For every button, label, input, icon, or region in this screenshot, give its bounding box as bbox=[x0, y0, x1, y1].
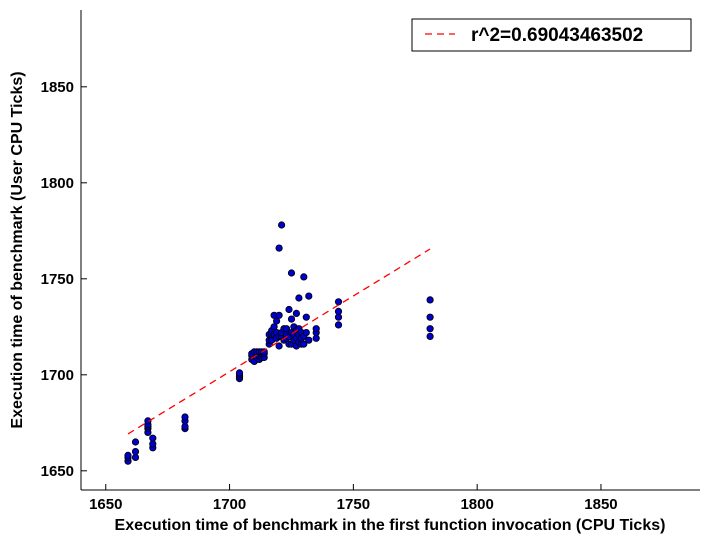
legend-box bbox=[411, 18, 692, 52]
y-tick-label: 1700 bbox=[41, 367, 74, 384]
data-point bbox=[275, 244, 283, 252]
data-point bbox=[131, 438, 140, 446]
x-tick-label: 1800 bbox=[460, 496, 493, 513]
data-point bbox=[287, 269, 296, 277]
data-point bbox=[302, 313, 310, 321]
data-point bbox=[275, 342, 283, 350]
x-tick-label: 1700 bbox=[213, 496, 246, 513]
data-point bbox=[149, 434, 157, 442]
x-tick-label: 1850 bbox=[584, 496, 617, 513]
data-point bbox=[334, 307, 343, 315]
data-point bbox=[292, 309, 300, 317]
data-point bbox=[300, 273, 308, 281]
data-point bbox=[426, 325, 434, 333]
data-point bbox=[305, 292, 313, 300]
data-point bbox=[334, 298, 343, 306]
legend-fit-line-label: r^2=0.69043463502 bbox=[471, 25, 643, 46]
data-point bbox=[124, 451, 132, 459]
data-point bbox=[144, 417, 152, 425]
data-point bbox=[312, 325, 320, 333]
data-point bbox=[277, 221, 286, 229]
data-point bbox=[235, 369, 244, 377]
data-points bbox=[124, 221, 434, 465]
y-tick-label: 1800 bbox=[41, 175, 74, 192]
data-point bbox=[181, 413, 189, 421]
regression-fit-line bbox=[127, 248, 431, 435]
axes bbox=[80, 10, 700, 491]
data-point bbox=[275, 311, 283, 319]
data-point bbox=[334, 321, 343, 329]
data-point bbox=[282, 325, 291, 333]
y-ticks: 1650 1700 1750 1800 1850 bbox=[41, 79, 87, 480]
x-tick-label: 1650 bbox=[89, 496, 122, 513]
data-point bbox=[302, 328, 310, 337]
data-point bbox=[426, 332, 434, 340]
data-point bbox=[287, 315, 296, 323]
y-axis-label: Execution time of benchmark (User CPU Ti… bbox=[9, 71, 26, 428]
data-point bbox=[305, 336, 313, 344]
x-ticks: 1650 1700 1750 1800 1850 bbox=[89, 484, 618, 513]
data-point bbox=[426, 296, 434, 304]
data-point bbox=[285, 305, 293, 314]
data-point bbox=[300, 340, 308, 348]
legend: r^2=0.69043463502 bbox=[411, 18, 692, 52]
y-tick-label: 1650 bbox=[41, 463, 74, 480]
x-axis-label: Execution time of benchmark in the first… bbox=[115, 517, 666, 534]
data-point bbox=[426, 313, 434, 321]
x-tick-label: 1750 bbox=[337, 496, 370, 513]
data-point bbox=[270, 323, 278, 331]
data-point bbox=[131, 447, 140, 456]
data-point bbox=[295, 294, 303, 302]
y-tick-label: 1850 bbox=[41, 79, 74, 96]
y-tick-label: 1750 bbox=[41, 271, 74, 288]
